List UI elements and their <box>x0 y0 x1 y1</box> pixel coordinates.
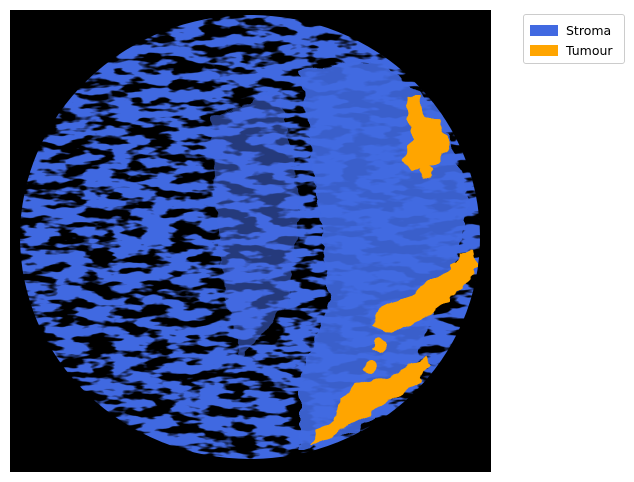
legend-item-stroma: Stroma <box>530 20 618 40</box>
legend-label-stroma: Stroma <box>566 22 612 38</box>
tumour-region <box>310 95 478 445</box>
legend-swatch-stroma <box>530 24 558 36</box>
legend: Stroma Tumour <box>523 14 625 64</box>
legend-label-tumour: Tumour <box>566 42 613 58</box>
legend-swatch-tumour <box>530 44 558 56</box>
legend-item-tumour: Tumour <box>530 40 618 60</box>
